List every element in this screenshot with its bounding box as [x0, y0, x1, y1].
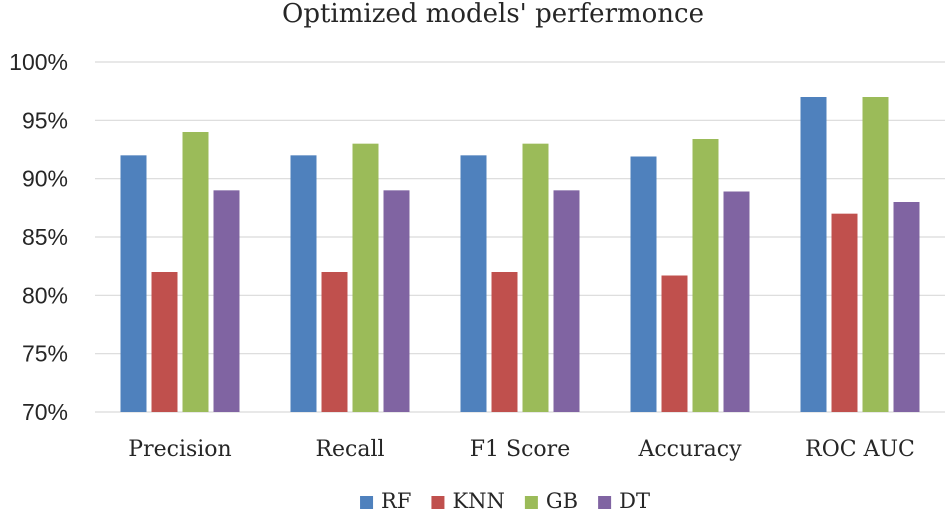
bar-dt-roc-auc: [893, 202, 920, 412]
y-tick-label: 75%: [22, 341, 68, 367]
chart-title: Optimized models' perfermonce: [282, 0, 704, 29]
bar-rf-precision: [120, 155, 147, 413]
bar-knn-roc-auc: [831, 213, 858, 412]
bar-rf-accuracy: [630, 156, 657, 412]
bars: [120, 97, 920, 413]
bar-dt-precision: [213, 190, 240, 412]
legend-item-gb: GB: [524, 489, 578, 513]
bar-knn-f1-score: [491, 272, 518, 412]
bar-dt-f1-score: [553, 190, 580, 412]
bar-rf-roc-auc: [800, 97, 827, 412]
bar-knn-accuracy: [661, 275, 688, 412]
x-category-label: ROC AUC: [805, 437, 915, 462]
legend: RF KNN GB DT: [360, 489, 650, 513]
bar-dt-accuracy: [723, 191, 750, 412]
x-category-label: Precision: [128, 437, 231, 462]
bar-knn-recall: [321, 272, 348, 412]
x-category-label: Accuracy: [637, 437, 742, 462]
x-category-label: F1 Score: [470, 437, 570, 462]
legend-swatch: [524, 496, 538, 509]
x-axis-categories: Precision Recall F1 Score Accuracy ROC AUC: [128, 437, 915, 462]
legend-label: GB: [546, 489, 578, 513]
y-tick-label: 85%: [22, 224, 68, 250]
bar-rf-f1-score: [460, 155, 487, 413]
bar-dt-recall: [383, 190, 410, 412]
bar-gb-recall: [352, 143, 379, 412]
x-category-label: Recall: [315, 437, 384, 462]
y-tick-label: 95%: [22, 107, 68, 133]
y-tick-label: 70%: [22, 399, 68, 425]
y-tick-label: 90%: [22, 166, 68, 192]
bar-gb-precision: [182, 132, 209, 412]
legend-swatch: [431, 496, 445, 509]
bar-rf-recall: [290, 155, 317, 413]
bar-gb-accuracy: [692, 139, 719, 412]
legend-label: KNN: [452, 489, 504, 513]
legend-label: RF: [381, 489, 411, 513]
legend-label: DT: [619, 489, 650, 513]
legend-item-rf: RF: [360, 489, 411, 513]
bar-gb-f1-score: [522, 143, 549, 412]
legend-item-knn: KNN: [431, 489, 505, 513]
bar-gb-roc-auc: [862, 97, 889, 412]
legend-swatch: [360, 496, 374, 509]
y-tick-label: 80%: [22, 282, 68, 308]
bar-knn-precision: [151, 272, 178, 412]
legend-item-dt: DT: [598, 489, 650, 513]
y-axis-ticks: 70% 75% 80% 85% 90% 95% 100%: [9, 49, 68, 425]
y-tick-label: 100%: [9, 49, 68, 75]
legend-swatch: [598, 496, 612, 509]
